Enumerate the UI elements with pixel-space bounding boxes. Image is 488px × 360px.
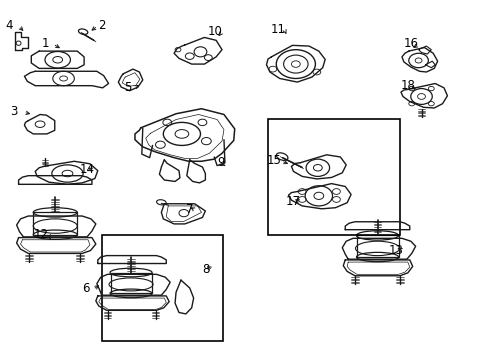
Bar <box>267 119 399 235</box>
Text: 14: 14 <box>80 163 94 176</box>
Bar <box>102 235 223 341</box>
Text: 6: 6 <box>81 282 89 295</box>
Text: 17: 17 <box>285 195 300 208</box>
Text: 3: 3 <box>10 105 18 118</box>
Text: 15: 15 <box>266 154 281 167</box>
Bar <box>110 273 152 293</box>
Text: 2: 2 <box>98 19 105 32</box>
Text: 1: 1 <box>41 37 49 50</box>
Text: 5: 5 <box>124 81 132 94</box>
Text: 11: 11 <box>270 23 285 36</box>
Text: 16: 16 <box>403 37 417 50</box>
Text: 13: 13 <box>388 244 403 257</box>
Text: 9: 9 <box>217 156 224 169</box>
Text: 7: 7 <box>185 203 193 216</box>
Text: 12: 12 <box>34 228 49 241</box>
Bar <box>33 212 77 235</box>
Text: 18: 18 <box>400 79 415 92</box>
Bar <box>356 235 398 257</box>
Text: 4: 4 <box>5 19 13 32</box>
Text: 8: 8 <box>202 263 210 276</box>
Text: 10: 10 <box>207 25 222 38</box>
